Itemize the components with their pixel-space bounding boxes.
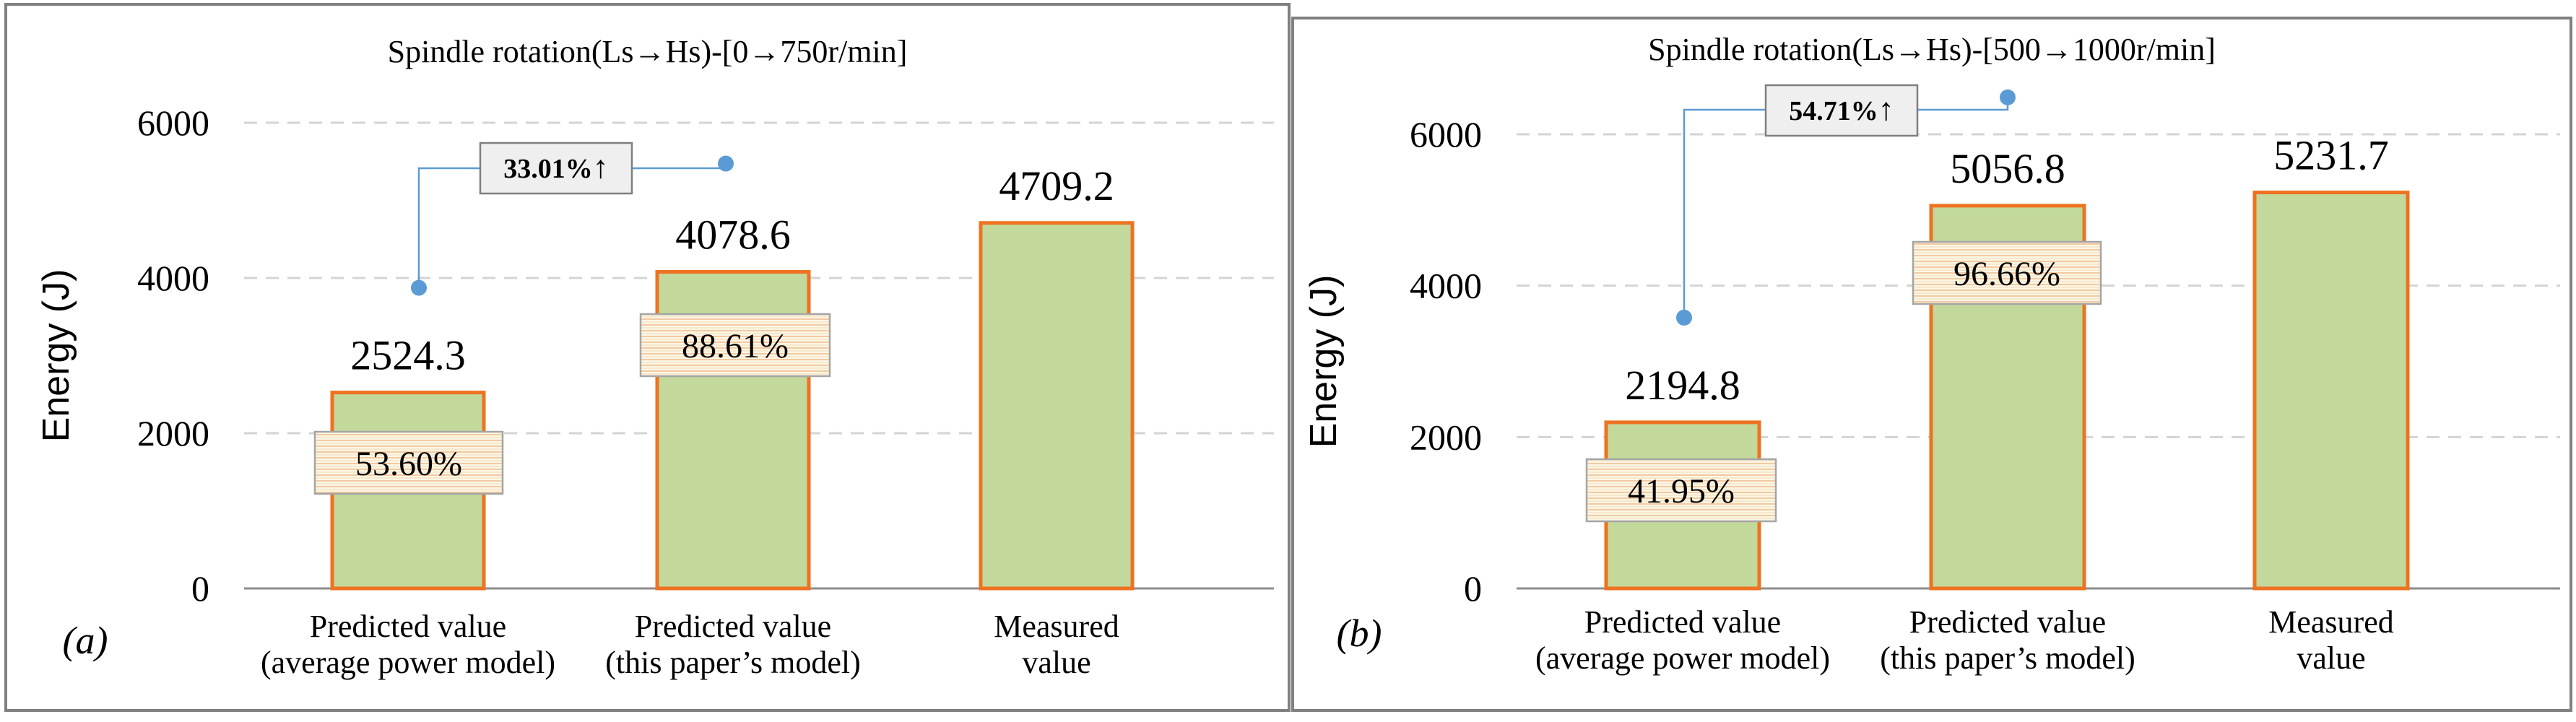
accuracy-box (1912, 240, 2102, 305)
improvement-label: 54.71%↑ (1789, 92, 1894, 127)
accuracy-label: 88.61% (682, 327, 789, 365)
y-tick-label: 4000 (137, 258, 209, 298)
accuracy-box (639, 313, 831, 378)
x-tick-label: Predicted value (635, 609, 831, 644)
improvement-value: 54.71% (1789, 96, 1878, 126)
y-axis-label: Energy (J) (35, 269, 77, 443)
x-tick-label: Measured (2268, 604, 2394, 640)
accuracy-label: 96.66% (1953, 255, 2060, 293)
x-tick-label: (average power model) (1535, 640, 1830, 676)
connector-dot-start (1676, 309, 1692, 326)
y-tick-label: 2000 (1410, 417, 1482, 457)
data-label: 4709.2 (999, 162, 1114, 209)
improvement-arrow: ↑ (1878, 92, 1894, 127)
y-tick-label: 6000 (1410, 114, 1482, 155)
improvement-value: 33.01% (503, 154, 593, 184)
accuracy-label: 53.60% (355, 445, 462, 483)
y-tick-label: 0 (1464, 568, 1482, 609)
improvement-box (479, 142, 633, 195)
chart-title: Spindle rotation(Ls→Hs)-[500→1000r/min] (1648, 32, 2216, 67)
data-label: 2524.3 (350, 332, 466, 379)
x-tick-label: value (2297, 640, 2365, 676)
accuracy-label: 41.95% (1628, 472, 1735, 510)
connector-dot-start (411, 279, 427, 296)
y-tick-label: 6000 (137, 103, 209, 143)
x-tick-label: value (1022, 645, 1090, 680)
x-tick-label: Predicted value (310, 609, 506, 644)
x-tick-label: Measured (994, 609, 1119, 644)
y-tick-label: 4000 (1410, 266, 1482, 306)
data-label: 5231.7 (2273, 132, 2389, 179)
x-tick-label: (this paper’s model) (1880, 640, 2135, 676)
x-tick-label: Predicted value (1909, 604, 2106, 640)
panel-label: (a) (63, 619, 108, 662)
improvement-arrow: ↑ (593, 149, 609, 185)
data-label: 5056.8 (1950, 145, 2065, 192)
improvement-box (1764, 84, 1919, 137)
x-tick-label: Predicted value (1584, 604, 1781, 640)
y-tick-label: 2000 (137, 413, 209, 453)
accuracy-box (1585, 458, 1777, 523)
data-label: 2194.8 (1625, 362, 1740, 409)
y-axis-label: Energy (J) (1303, 275, 1345, 448)
chart-title: Spindle rotation(Ls→Hs)-[0→750r/min] (388, 34, 908, 69)
data-label: 4078.6 (675, 212, 791, 258)
improvement-label: 33.01%↑ (503, 149, 609, 185)
x-tick-label: (average power model) (261, 645, 555, 680)
connector-dot-end (2000, 89, 2016, 105)
accuracy-box (313, 430, 504, 495)
y-tick-label: 0 (191, 568, 209, 609)
panel-b: Spindle rotation(Ls→Hs)-[500→1000r/min] 0… (1291, 17, 2572, 712)
bar (979, 221, 1135, 591)
panel-label: (b) (1337, 612, 1382, 655)
connector-dot-end (718, 155, 734, 172)
bar (2252, 191, 2410, 591)
x-tick-label: (this paper’s model) (605, 645, 861, 680)
panel-a: Spindle rotation(Ls→Hs)-[0→750r/min] 0 200… (4, 3, 1291, 712)
